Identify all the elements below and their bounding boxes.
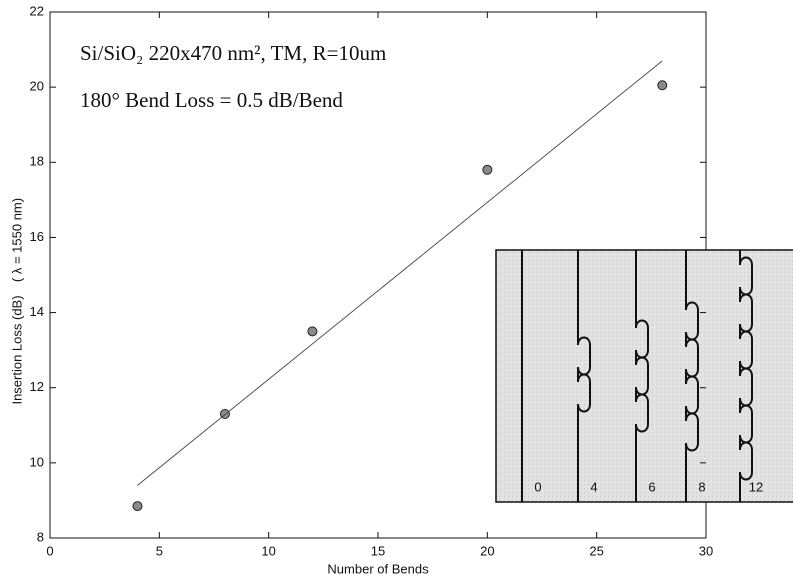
- x-tick-label: 10: [261, 543, 275, 558]
- x-axis-label: Number of Bends: [327, 561, 429, 576]
- y-axis-label: ( λ = 1550 nm): [9, 198, 24, 282]
- y-tick-label: 16: [30, 229, 44, 244]
- y-tick-label: 12: [30, 379, 44, 394]
- inset-label: 12: [749, 479, 763, 494]
- inset-label: 6: [648, 479, 655, 494]
- inset-label: 4: [590, 479, 597, 494]
- y-tick-label: 22: [30, 3, 44, 18]
- y-tick-label: 8: [37, 529, 44, 544]
- data-point: [482, 164, 493, 175]
- annotation: Si/SiO₂ 220x470 nm², TM, R=10um: [80, 41, 386, 65]
- y-axis-label: Insertion Loss (dB): [9, 295, 24, 404]
- y-tick-label: 18: [30, 154, 44, 169]
- waveguide: [635, 250, 649, 502]
- fit-line: [137, 60, 663, 486]
- x-tick-label: 5: [156, 543, 163, 558]
- y-tick-label: 20: [30, 79, 44, 94]
- inset-label: 8: [698, 479, 705, 494]
- x-tick-label: 25: [589, 543, 603, 558]
- inset: 0 4 6 8 12: [495, 249, 793, 503]
- annotation: 180° Bend Loss = 0.5 dB/Bend: [80, 88, 343, 112]
- data-point: [657, 80, 668, 91]
- waveguide: [577, 250, 591, 502]
- x-tick-label: 30: [699, 543, 713, 558]
- x-tick-label: 0: [46, 543, 53, 558]
- y-tick-label: 14: [30, 304, 44, 319]
- inset-label: 0: [534, 479, 541, 494]
- data-point: [307, 326, 318, 337]
- x-tick-label: 15: [371, 543, 385, 558]
- y-tick-label: 10: [30, 454, 44, 469]
- waveguide: [685, 250, 699, 502]
- waveguide: [739, 250, 753, 502]
- data-point: [132, 501, 143, 512]
- inset-frame: [495, 249, 793, 503]
- x-tick-label: 20: [480, 543, 494, 558]
